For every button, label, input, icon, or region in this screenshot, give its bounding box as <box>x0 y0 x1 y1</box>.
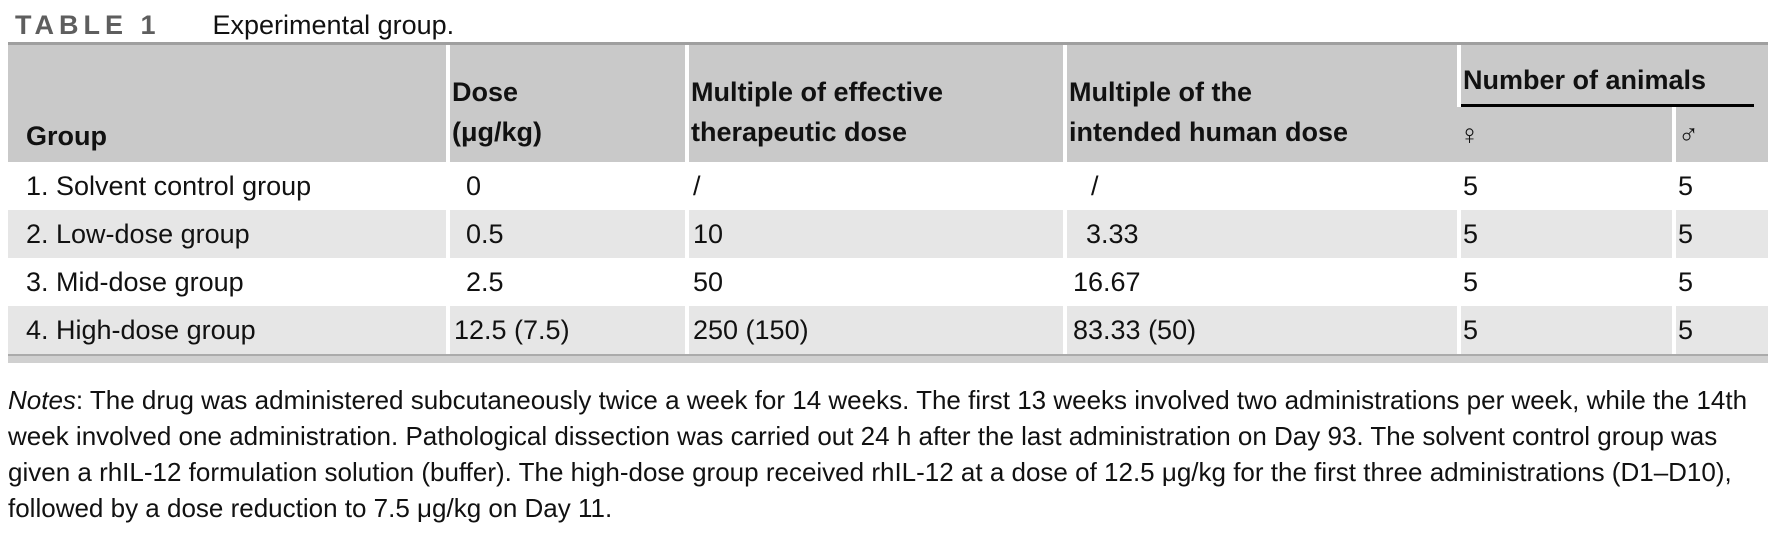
female-symbol-header: ♀ <box>1457 107 1672 162</box>
header-multiple-human: Multiple of the intended human dose <box>1063 45 1457 162</box>
cell-multiple-effective: 250 (150) <box>685 306 1063 354</box>
header-number-of-animals: Number of animals <box>1457 45 1768 107</box>
cell-male-count: 5 <box>1672 210 1768 258</box>
cell-dose: 0.5 <box>446 210 685 258</box>
header-multiple-effective-line2: therapeutic dose <box>691 117 908 147</box>
header-multiple-effective: Multiple of effective therapeutic dose <box>685 45 1063 162</box>
cell-multiple-human: 83.33 (50) <box>1063 306 1457 354</box>
header-multiple-effective-line1: Multiple of effective <box>691 77 944 107</box>
header-multiple-human-line2: intended human dose <box>1069 117 1349 147</box>
table-notes: Notes: The drug was administered subcuta… <box>8 382 1772 526</box>
header-multiple-human-line1: Multiple of the <box>1069 77 1252 107</box>
table-number-label: TABLE 1 <box>15 10 161 40</box>
table-row-solvent-control: 1. Solvent control group 0 / / 5 5 <box>8 162 1768 210</box>
cell-group: 2. Low-dose group <box>8 210 446 258</box>
cell-female-count: 5 <box>1457 306 1672 354</box>
header-dose-line1: Dose <box>452 77 519 107</box>
header-row-top: Group Dose (μg/kg) Multiple of effective… <box>8 45 1768 162</box>
cell-multiple-effective: / <box>685 162 1063 210</box>
cell-multiple-effective: 10 <box>685 210 1063 258</box>
notes-text: : The drug was administered subcutaneous… <box>8 385 1748 523</box>
cell-multiple-human: 16.67 <box>1063 258 1457 306</box>
table-row-low-dose: 2. Low-dose group 0.5 10 3.33 5 5 <box>8 210 1768 258</box>
notes-label: Notes <box>8 385 76 415</box>
header-dose: Dose (μg/kg) <box>446 45 685 162</box>
experimental-group-table: Group Dose (μg/kg) Multiple of effective… <box>8 42 1768 354</box>
table-row-high-dose: 4. High-dose group 12.5 (7.5) 250 (150) … <box>8 306 1768 354</box>
cell-group: 4. High-dose group <box>8 306 446 354</box>
cell-multiple-human: / <box>1063 162 1457 210</box>
cell-group: 1. Solvent control group <box>8 162 446 210</box>
header-group: Group <box>8 45 446 162</box>
cell-male-count: 5 <box>1672 258 1768 306</box>
table-bottom-border <box>8 354 1768 363</box>
cell-male-count: 5 <box>1672 306 1768 354</box>
cell-female-count: 5 <box>1457 210 1672 258</box>
cell-multiple-human: 3.33 <box>1063 210 1457 258</box>
cell-group: 3. Mid-dose group <box>8 258 446 306</box>
cell-dose: 12.5 (7.5) <box>446 306 685 354</box>
header-row-sex: ♀ ♂ <box>8 107 1768 162</box>
experimental-group-table-wrap: Group Dose (μg/kg) Multiple of effective… <box>8 42 1768 363</box>
cell-female-count: 5 <box>1457 162 1672 210</box>
table-caption: Experimental group. <box>212 10 455 40</box>
cell-female-count: 5 <box>1457 258 1672 306</box>
cell-dose: 2.5 <box>446 258 685 306</box>
header-dose-line2: (μg/kg) <box>452 117 543 147</box>
cell-dose: 0 <box>446 162 685 210</box>
cell-multiple-effective: 50 <box>685 258 1063 306</box>
table-title-bar: TABLE 1 Experimental group. <box>0 0 1780 42</box>
cell-male-count: 5 <box>1672 162 1768 210</box>
male-symbol-header: ♂ <box>1672 107 1768 162</box>
header-number-of-animals-label: Number of animals <box>1461 64 1754 107</box>
table-row-mid-dose: 3. Mid-dose group 2.5 50 16.67 5 5 <box>8 258 1768 306</box>
